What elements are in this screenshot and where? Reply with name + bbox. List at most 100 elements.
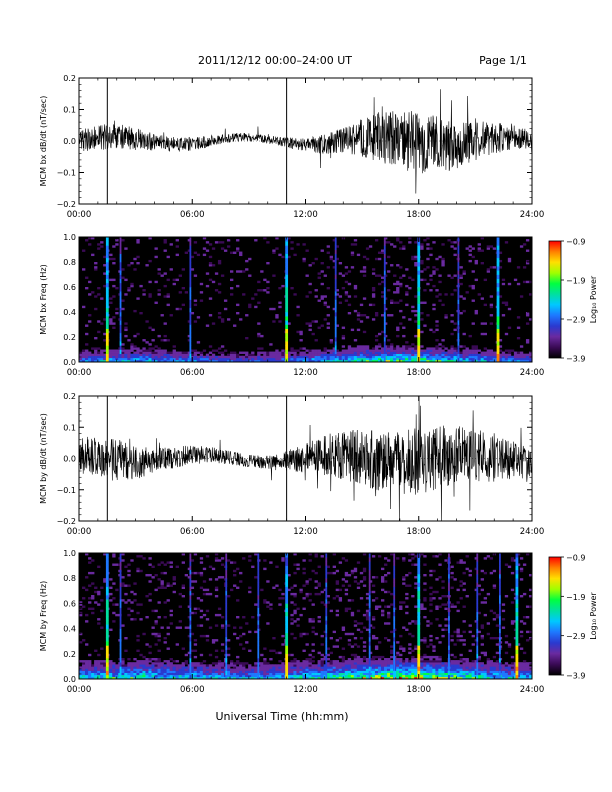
spectral-line: [285, 337, 289, 342]
spectral-line: [496, 345, 500, 350]
spectral-line: [368, 662, 371, 667]
spectral-line: [325, 658, 328, 663]
spectral-line: [105, 266, 109, 271]
spectral-line: [189, 666, 192, 671]
spectral-line: [334, 324, 337, 329]
y-tick-label: 0.6: [63, 283, 76, 292]
spectral-line: [105, 274, 109, 279]
spectral-line: [417, 565, 421, 571]
spectral-line: [257, 611, 260, 617]
spectral-line: [496, 324, 500, 329]
spectral-line: [393, 569, 396, 575]
spectral-line: [189, 607, 192, 613]
spectral-line: [285, 628, 289, 634]
spectral-line: [383, 357, 386, 363]
spectral-line: [515, 599, 519, 604]
spectral-line: [225, 557, 228, 562]
spectral-line: [417, 586, 421, 592]
spectral-line: [257, 607, 260, 613]
spectral-line: [285, 624, 289, 629]
spectral-line: [496, 357, 500, 363]
spectral-line: [189, 245, 192, 250]
spectral-line: [334, 316, 337, 321]
spectral-line: [325, 582, 328, 587]
spectral-line: [417, 345, 421, 350]
spectral-line: [334, 291, 337, 296]
spectral-line: [383, 274, 386, 279]
colorbar: [548, 556, 562, 676]
spectral-line: [189, 662, 192, 667]
spectral-line: [368, 649, 371, 655]
spectral-line: [225, 578, 228, 583]
spectral-line: [189, 616, 192, 621]
spectral-line: [119, 312, 122, 317]
spectral-line: [499, 599, 501, 604]
spectral-line: [383, 253, 386, 259]
spectral-line: [285, 666, 289, 671]
y-tick-label: 1.0: [63, 233, 76, 242]
spectral-line: [496, 328, 500, 334]
spectral-line: [476, 590, 479, 596]
spectral-line: [496, 299, 500, 304]
spectral-line: [189, 628, 192, 634]
spectral-line: [105, 249, 109, 254]
spectral-line: [476, 557, 479, 562]
spectral-line: [225, 641, 228, 646]
spectral-line: [515, 565, 519, 571]
spectral-line: [119, 245, 122, 250]
spectral-line: [457, 274, 460, 279]
spectral-line: [285, 324, 289, 329]
spectral-line: [393, 645, 396, 650]
spectral-line: [189, 328, 192, 334]
spectral-line: [225, 628, 228, 634]
spectral-line: [393, 603, 396, 608]
x-tick-label: 06:00: [180, 368, 205, 378]
spectral-line: [368, 582, 371, 587]
spectral-line: [383, 278, 386, 284]
spectral-line: [257, 565, 260, 571]
spectral-line: [105, 607, 109, 613]
spectral-line: [496, 320, 500, 325]
spectral-line: [189, 287, 192, 292]
x-tick-label: 18:00: [407, 527, 432, 537]
spectral-line: [119, 274, 122, 279]
spectral-line: [189, 332, 192, 338]
y-tick-label: 0.4: [63, 308, 76, 317]
spectral-line: [189, 270, 192, 275]
spectral-line: [189, 249, 192, 254]
colorbar-tick-label: −2.9: [566, 632, 585, 641]
spectral-line: [417, 658, 421, 663]
spectral-line: [285, 328, 289, 334]
spectral-line: [119, 561, 122, 566]
spectral-line: [499, 582, 501, 587]
spectral-line: [189, 299, 192, 304]
spectral-line: [417, 353, 421, 359]
spectral-line: [476, 658, 479, 663]
y-tick-label: 0.8: [63, 574, 76, 583]
spectral-line: [393, 607, 396, 613]
colorbar-label: Log₁₀ Power: [589, 592, 598, 640]
spectral-line: [515, 607, 519, 613]
spectral-line: [189, 586, 192, 592]
spectral-line: [285, 287, 289, 292]
spectral-line: [189, 345, 192, 350]
spectral-line: [448, 586, 450, 592]
spectral-line: [189, 649, 192, 655]
spectral-line: [383, 245, 386, 250]
spectral-line: [417, 578, 421, 583]
spectral-line: [189, 266, 192, 271]
x-tick-label: 00:00: [67, 210, 92, 220]
spectral-line: [119, 611, 122, 617]
spectral-line: [119, 599, 122, 604]
spectral-line: [476, 624, 479, 629]
spectral-line: [119, 237, 122, 242]
spectral-line: [457, 257, 460, 263]
spectral-line: [499, 603, 501, 608]
colorbar-tick-label: −2.9: [566, 316, 585, 325]
spectral-line: [476, 574, 479, 579]
spectral-line: [383, 328, 386, 334]
spectral-line: [257, 574, 260, 579]
spectral-line: [383, 303, 386, 309]
spectral-line: [496, 245, 500, 250]
spectral-line: [448, 569, 450, 575]
